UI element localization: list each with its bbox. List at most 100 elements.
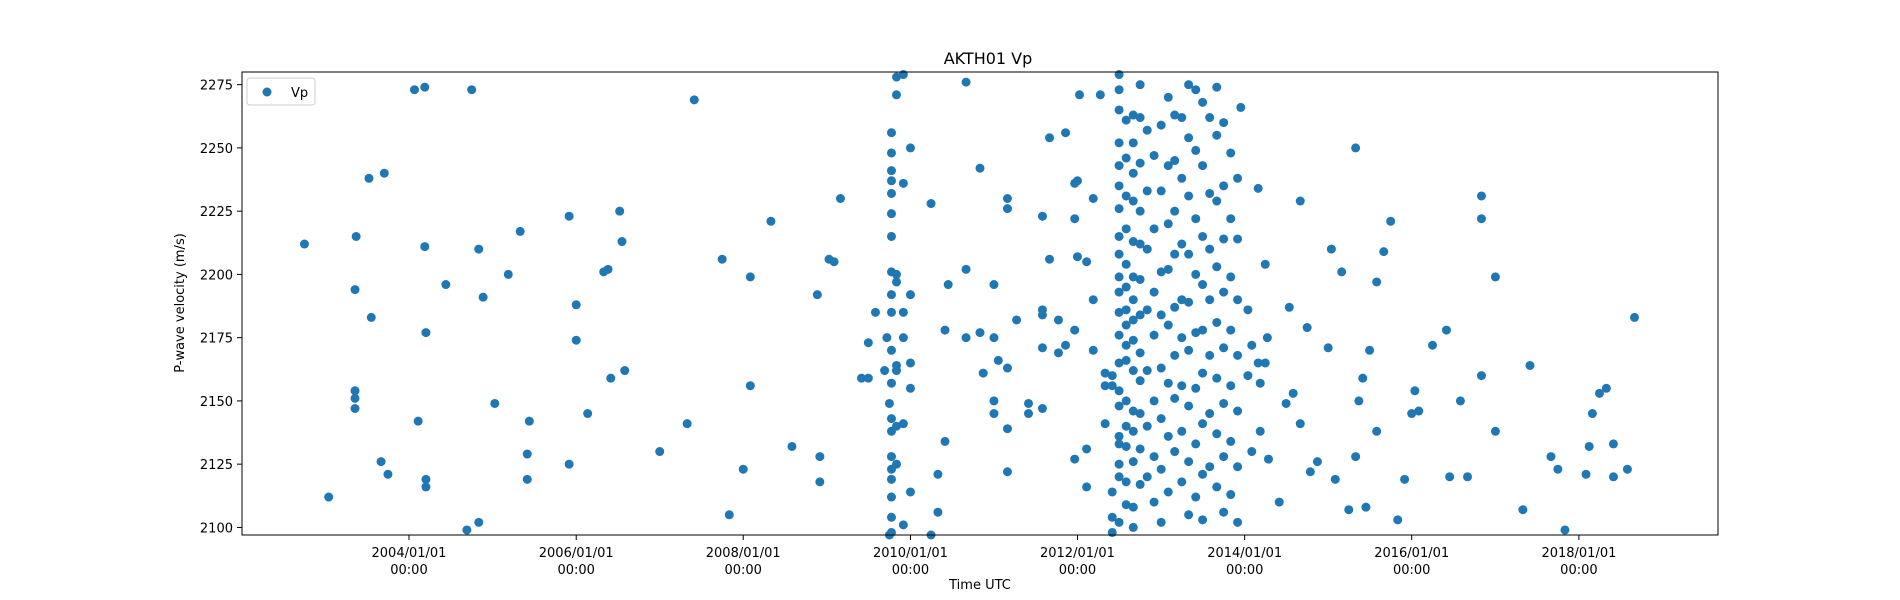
data-point bbox=[1082, 482, 1092, 492]
data-point bbox=[1560, 525, 1570, 535]
data-point bbox=[1142, 472, 1152, 482]
data-point bbox=[564, 459, 574, 469]
data-point bbox=[1156, 414, 1166, 424]
data-point bbox=[886, 414, 896, 424]
data-point bbox=[717, 254, 727, 264]
data-point bbox=[1476, 214, 1486, 224]
data-point bbox=[689, 95, 699, 105]
data-point bbox=[1121, 224, 1131, 234]
data-point bbox=[1476, 371, 1486, 381]
y-tick-label: 2175 bbox=[200, 332, 233, 347]
data-point bbox=[1372, 426, 1382, 436]
data-point bbox=[898, 333, 908, 343]
data-point bbox=[892, 277, 901, 287]
data-point bbox=[1354, 396, 1364, 406]
data-point bbox=[886, 148, 896, 158]
data-point bbox=[1135, 348, 1145, 358]
data-point bbox=[1114, 70, 1124, 80]
data-point bbox=[1263, 454, 1273, 464]
data-point bbox=[1114, 472, 1124, 482]
data-point bbox=[1601, 383, 1611, 393]
data-point bbox=[1351, 143, 1361, 153]
data-point bbox=[1490, 426, 1500, 436]
data-point bbox=[1198, 231, 1208, 241]
x-tick-sublabel: 00:00 bbox=[1393, 563, 1430, 578]
data-point bbox=[1595, 388, 1604, 398]
data-point bbox=[1205, 295, 1215, 305]
data-point bbox=[1177, 477, 1187, 487]
data-point bbox=[1326, 244, 1336, 254]
data-point bbox=[1226, 214, 1236, 224]
data-point bbox=[1191, 145, 1201, 155]
data-point bbox=[1163, 378, 1173, 388]
data-point bbox=[571, 300, 581, 310]
data-point bbox=[1121, 115, 1131, 125]
data-point bbox=[886, 512, 896, 522]
data-point bbox=[1121, 421, 1131, 431]
data-point bbox=[1135, 274, 1145, 284]
data-point bbox=[1274, 497, 1284, 507]
data-point bbox=[1163, 264, 1173, 274]
data-point bbox=[474, 244, 484, 254]
data-point bbox=[1198, 419, 1208, 429]
data-point bbox=[1212, 82, 1222, 92]
data-point bbox=[515, 226, 525, 236]
data-point bbox=[1170, 393, 1180, 403]
data-point bbox=[1114, 386, 1124, 396]
data-point bbox=[1156, 186, 1166, 196]
data-point bbox=[1114, 439, 1124, 449]
data-point bbox=[993, 355, 1003, 365]
data-point bbox=[1205, 409, 1215, 419]
axes-frame bbox=[241, 71, 1719, 536]
data-point bbox=[1253, 183, 1263, 193]
data-point bbox=[1226, 490, 1236, 500]
data-point bbox=[1191, 214, 1201, 224]
data-point bbox=[1170, 249, 1180, 259]
data-point bbox=[829, 257, 839, 267]
data-point bbox=[1135, 206, 1145, 216]
y-axis-label: P-wave velocity (m/s) bbox=[173, 233, 188, 373]
data-point bbox=[1393, 515, 1403, 525]
data-point bbox=[857, 373, 866, 383]
data-point bbox=[1142, 186, 1152, 196]
data-point bbox=[1476, 191, 1486, 201]
data-point bbox=[421, 328, 431, 338]
data-point bbox=[1177, 295, 1187, 305]
data-point bbox=[1114, 287, 1124, 297]
data-point bbox=[1281, 398, 1291, 408]
data-point bbox=[1219, 234, 1229, 244]
data-point bbox=[1226, 272, 1236, 282]
data-point bbox=[1191, 328, 1201, 338]
data-point bbox=[886, 188, 896, 198]
x-tick-label: 2004/01/01 bbox=[372, 546, 447, 561]
data-point bbox=[1002, 363, 1012, 373]
data-point bbox=[1337, 267, 1347, 277]
data-point bbox=[1170, 302, 1180, 312]
data-point bbox=[898, 178, 908, 188]
data-point bbox=[886, 166, 896, 176]
data-point bbox=[1149, 330, 1159, 340]
data-point bbox=[1128, 457, 1138, 467]
data-point bbox=[1128, 237, 1138, 247]
data-point bbox=[1149, 224, 1159, 234]
data-point bbox=[1191, 383, 1201, 393]
data-point bbox=[1305, 467, 1315, 477]
data-point bbox=[1428, 340, 1437, 350]
data-point bbox=[522, 474, 532, 484]
y-tick-label: 2100 bbox=[200, 521, 233, 536]
data-point bbox=[1255, 426, 1265, 436]
data-point bbox=[1312, 457, 1322, 467]
data-point bbox=[1233, 406, 1243, 416]
data-point bbox=[1260, 358, 1270, 368]
data-point bbox=[1198, 368, 1208, 378]
data-point bbox=[1226, 381, 1236, 391]
data-point bbox=[1149, 452, 1159, 462]
x-tick-sublabel: 00:00 bbox=[1059, 563, 1096, 578]
data-point bbox=[1260, 259, 1270, 269]
data-point bbox=[1142, 244, 1152, 254]
data-point bbox=[379, 168, 389, 178]
y-axis: 2100 2125 2150 2175 2200 2225 2250 2275 bbox=[200, 79, 242, 536]
data-point bbox=[815, 452, 825, 462]
data-point bbox=[886, 345, 896, 355]
data-point bbox=[905, 358, 915, 368]
